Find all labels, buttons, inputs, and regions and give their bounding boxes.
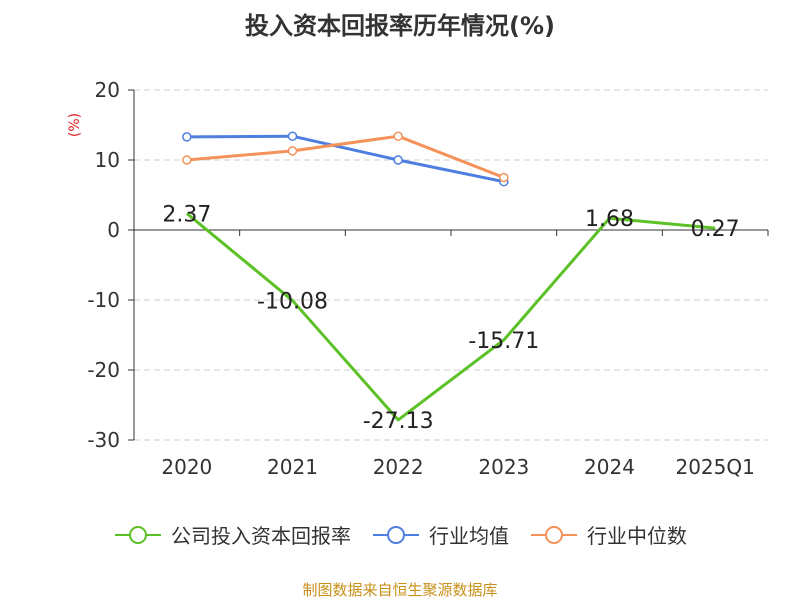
x-tick-label: 2025Q1 [675, 455, 754, 479]
source-note: 制图数据来自恒生聚源数据库 [302, 581, 498, 599]
legend-label-industry-median: 行业中位数 [587, 524, 687, 548]
x-tick-label: 2024 [584, 455, 635, 479]
data-point-1 [393, 155, 403, 165]
legend-label-company: 公司投入资本回报率 [171, 524, 351, 548]
x-tick-label: 2022 [373, 455, 424, 479]
data-label: -27.13 [363, 409, 434, 434]
data-label: -10.08 [257, 290, 328, 315]
legend-marker-company-icon [115, 525, 161, 544]
data-label: 1.68 [585, 207, 634, 232]
data-point-1 [287, 131, 298, 141]
y-tick-label: 20 [95, 78, 120, 102]
data-point-2 [499, 172, 509, 183]
series-line-1 [186, 134, 505, 184]
x-tick-label: 2021 [267, 455, 318, 479]
data-label: 0.27 [691, 217, 740, 242]
y-tick-label: -10 [87, 288, 120, 312]
chart-title: 投入资本回报率历年情况(%) [245, 12, 555, 40]
legend-item-industry-median[interactable]: 行业中位数 [529, 520, 687, 549]
y-tick-label: 10 [95, 148, 120, 172]
legend-marker-industry-avg-icon [373, 525, 419, 544]
y-tick-label: 0 [107, 218, 120, 242]
x-tick-label: 2023 [478, 455, 529, 479]
series-line-2 [186, 134, 505, 179]
legend: 公司投入资本回报率 行业均值 行业中位数 [0, 520, 800, 549]
y-tick-label: -30 [87, 428, 120, 452]
y-tick-label: -20 [87, 358, 120, 382]
legend-marker-industry-median-icon [531, 525, 577, 544]
data-point-2 [393, 131, 403, 141]
series-line-0 [185, 212, 716, 422]
legend-item-industry-avg[interactable]: 行业均值 [371, 520, 509, 549]
y-axis-unit-label: (%) [67, 113, 83, 137]
data-label: 2.37 [162, 202, 211, 227]
legend-label-industry-avg: 行业均值 [429, 524, 509, 548]
data-point-2 [287, 146, 298, 156]
data-point-1 [182, 132, 192, 142]
legend-item-company[interactable]: 公司投入资本回报率 [113, 520, 351, 549]
data-point-2 [182, 155, 192, 165]
data-label: -15.71 [468, 329, 539, 354]
x-tick-label: 2020 [161, 455, 212, 479]
